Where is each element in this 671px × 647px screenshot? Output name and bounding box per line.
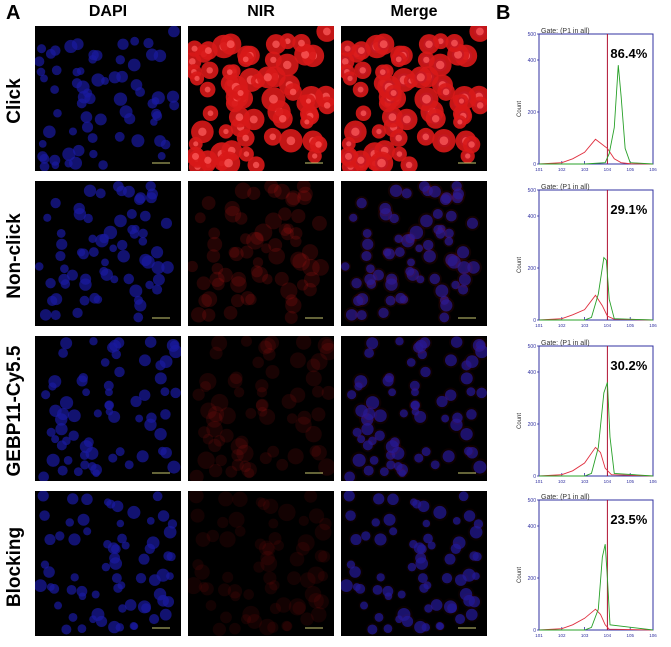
x-tick-label: 104 [604,633,612,638]
y-tick-label: 200 [528,110,537,116]
histogram-4: Gate: (P1 in all) Count 0 200 400 500 101 102 10… [511,490,657,642]
plot-frame [538,189,654,321]
x-tick-label: 105 [626,633,634,638]
sample-trace [539,256,654,321]
micrograph-merge-1 [341,26,487,171]
x-tick-label: 106 [649,167,657,172]
control-trace [538,446,654,477]
micrograph-merge-4 [341,491,487,636]
gate-text: Gate: (P1 in all) [541,28,590,35]
gate-text: Gate: (P1 in all) [541,340,590,347]
sample-trace [539,544,654,631]
x-tick-label: 106 [649,479,657,484]
gate-text: Gate: (P1 in all) [541,184,590,191]
x-tick-label: 106 [649,633,657,638]
histogram-svg: Gate: (P1 in all) Count 0 200 400 500 101 102 10… [517,28,657,172]
y-tick-label: 400 [528,524,537,530]
histogram-svg: Gate: (P1 in all) Count 0 200 400 500 101 102 10… [517,494,657,638]
column-label-nir: NIR [247,3,275,20]
plot-frame [538,499,654,631]
histogram-2: Gate: (P1 in all) Count 0 200 400 500 101 102 10… [511,180,657,332]
y-tick-label: 400 [528,214,537,220]
micrograph-nir-3 [188,336,334,481]
y-tick-label: 400 [528,58,537,64]
panel-b-label: B [496,2,511,24]
y-tick-label: 200 [528,266,537,272]
plot-frame [538,33,654,165]
sample-trace [539,65,654,165]
micrograph-dapi-1 [35,26,181,171]
micrograph-dapi-3 [35,336,181,481]
micrograph-nir-4 [188,491,334,636]
sample-trace [539,382,654,477]
x-tick-label: 106 [649,323,657,328]
x-tick-label: 105 [626,323,634,328]
x-tick-label: 102 [558,323,566,328]
column-label-dapi: DAPI [88,3,128,20]
control-trace [538,608,654,631]
row-label-gebp11-cy55: GEBP11-Cy5.5 [4,345,25,477]
percent-label: 86.4% [610,46,647,61]
x-tick-label: 101 [535,167,543,172]
x-tick-label: 103 [581,633,589,638]
micrograph-merge-2 [341,181,487,326]
histogram-svg: Gate: (P1 in all) Count 0 200 400 500 101 102 10… [517,340,657,484]
micrograph-dapi-4 [35,491,181,636]
y-tick-label: 0 [533,318,536,324]
row-label-blocking: Blocking [4,526,25,608]
x-tick-label: 103 [581,479,589,484]
y-tick-label: 500 [528,32,537,38]
y-tick-label: 200 [528,422,537,428]
y-tick-label: 200 [528,576,537,582]
x-tick-label: 104 [604,323,612,328]
micrograph-merge-3 [341,336,487,481]
histogram-3: Gate: (P1 in all) Count 0 200 400 500 101 102 10… [511,336,657,488]
x-tick-label: 101 [535,633,543,638]
panel-a-label: A [6,2,21,24]
y-axis-label: Count [517,567,523,583]
y-tick-label: 500 [528,188,537,194]
x-tick-label: 102 [558,633,566,638]
column-label-merge: Merge [390,3,438,20]
y-tick-label: 0 [533,474,536,480]
percent-label: 23.5% [610,512,647,527]
plot-frame [538,345,654,477]
y-tick-label: 500 [528,344,537,350]
micrograph-dapi-2 [35,181,181,326]
x-tick-label: 102 [558,167,566,172]
y-axis-label: Count [517,413,523,429]
x-tick-label: 103 [581,323,589,328]
x-tick-label: 105 [626,479,634,484]
y-tick-label: 0 [533,162,536,168]
x-tick-label: 104 [604,479,612,484]
control-trace [538,138,654,165]
percent-label: 30.2% [610,358,647,373]
x-tick-label: 103 [581,167,589,172]
x-tick-label: 101 [535,323,543,328]
micrograph-nir-2 [188,181,334,326]
y-axis-label: Count [517,257,523,273]
x-tick-label: 101 [535,479,543,484]
row-label-click: Click [4,78,25,124]
percent-label: 29.1% [610,202,647,217]
y-axis-label: Count [517,101,523,117]
y-tick-label: 400 [528,370,537,376]
y-tick-label: 500 [528,498,537,504]
control-trace [538,294,654,321]
gate-text: Gate: (P1 in all) [541,494,590,501]
micrograph-nir-1 [188,26,334,171]
histogram-svg: Gate: (P1 in all) Count 0 200 400 500 101 102 10… [517,184,657,328]
x-tick-label: 102 [558,479,566,484]
y-tick-label: 0 [533,628,536,634]
x-tick-label: 105 [626,167,634,172]
row-label-non-click: Non-click [4,213,25,299]
x-tick-label: 104 [604,167,612,172]
histogram-1: Gate: (P1 in all) Count 0 200 400 500 101 102 10… [511,24,657,176]
